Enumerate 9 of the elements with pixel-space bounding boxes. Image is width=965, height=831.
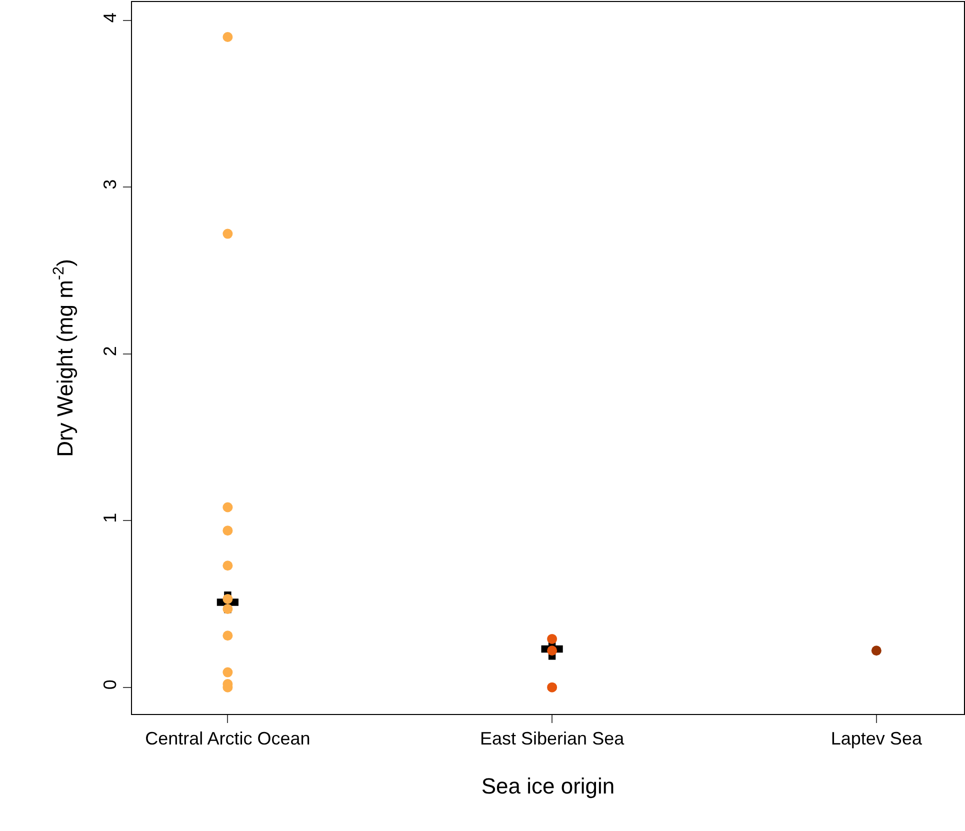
y-tick-label: 1 [100,512,120,523]
y-tick-label: 2 [100,346,120,356]
x-tick-label: Central Arctic Ocean [145,728,310,749]
y-tick-label: 4 [100,12,120,23]
x-tick-label: East Siberian Sea [480,728,626,749]
x-tick-label: Laptev Sea [830,728,923,749]
y-tick-label: 3 [100,179,120,190]
y-tick-label: 0 [100,680,120,690]
x-axis-title: Sea ice origin [481,774,615,798]
